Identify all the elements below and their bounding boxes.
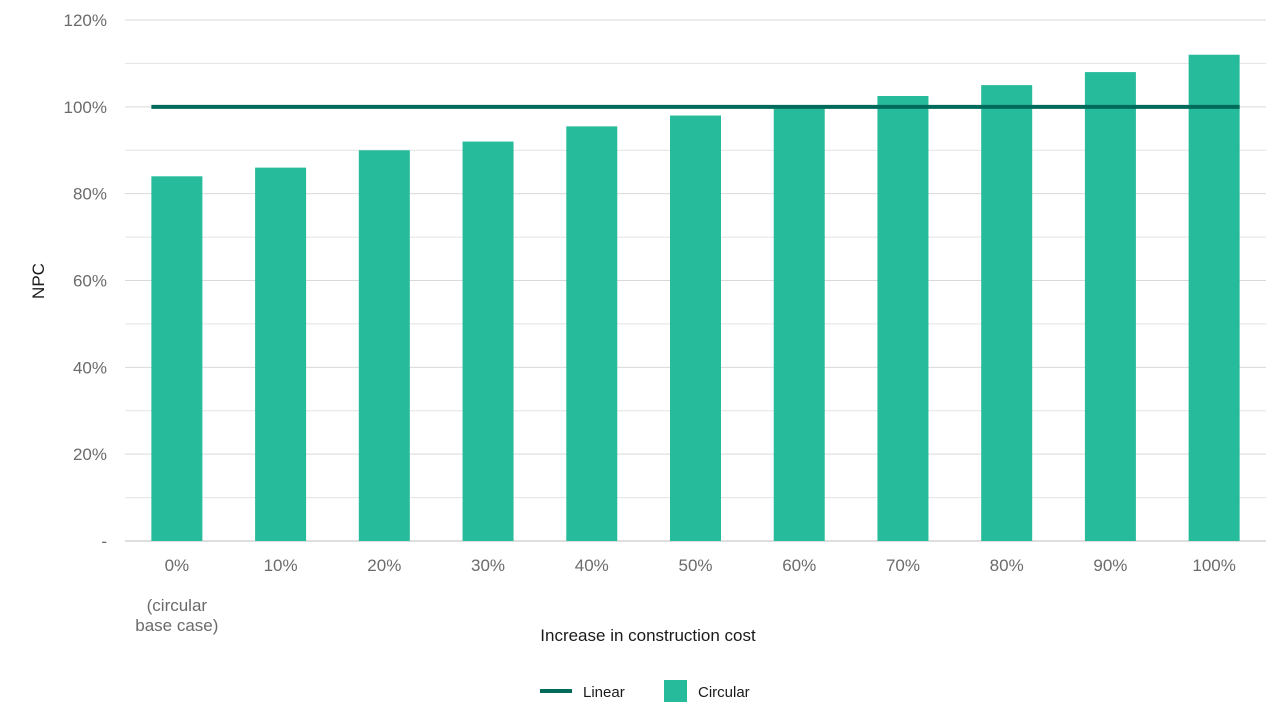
bar-circular [358, 150, 410, 541]
x-tick-label: 20% [367, 556, 401, 575]
bar-circular [566, 126, 618, 541]
bar-circular [255, 167, 307, 541]
x-tick-label: 60% [782, 556, 816, 575]
bar-circular [670, 115, 721, 542]
y-axis-title: NPC [29, 263, 48, 299]
bar-circular [151, 176, 203, 542]
bar-series-circular [151, 54, 1240, 542]
x-tick-label: 50% [678, 556, 712, 575]
x-tick-label: 90% [1093, 556, 1127, 575]
x-tick-label: 100% [1192, 556, 1235, 575]
x-tick-label: 70% [886, 556, 920, 575]
bar-circular [877, 95, 929, 542]
bar-circular [981, 85, 1033, 541]
legend-label: Linear [583, 684, 625, 701]
legend-label: Circular [698, 684, 750, 701]
y-tick-label: 80% [73, 185, 107, 204]
category-note: (circular base case) [135, 596, 218, 635]
x-tick-label: 40% [575, 556, 609, 575]
x-tick-label: 0% [165, 556, 190, 575]
x-tick-label: 30% [471, 556, 505, 575]
legend: Linear Circular [540, 680, 750, 702]
category-note-line: (circular [147, 596, 208, 615]
y-tick-label: 40% [73, 358, 107, 377]
y-tick-label: 120% [64, 11, 107, 30]
x-tick-label: 80% [990, 556, 1024, 575]
bar-circular [773, 106, 825, 541]
bar-circular [1084, 72, 1136, 541]
y-tick-label: 100% [64, 98, 107, 117]
y-axis-tick-labels: - 20% 40% 60% 80% 100% 120% [64, 11, 107, 551]
y-tick-label: - [101, 532, 107, 551]
x-tick-label: 10% [264, 556, 298, 575]
x-axis-title: Increase in construction cost [540, 626, 756, 645]
category-note-line: base case) [135, 616, 218, 635]
bar-circular [1188, 54, 1240, 541]
bar-circular [462, 141, 514, 542]
x-axis-tick-labels: 0% 10% 20% 30% 40% 50% 60% 70% 80% 90% 100% [165, 556, 1236, 575]
y-tick-label: 20% [73, 445, 107, 464]
legend-swatch-bar [664, 680, 687, 702]
y-tick-label: 60% [73, 272, 107, 291]
